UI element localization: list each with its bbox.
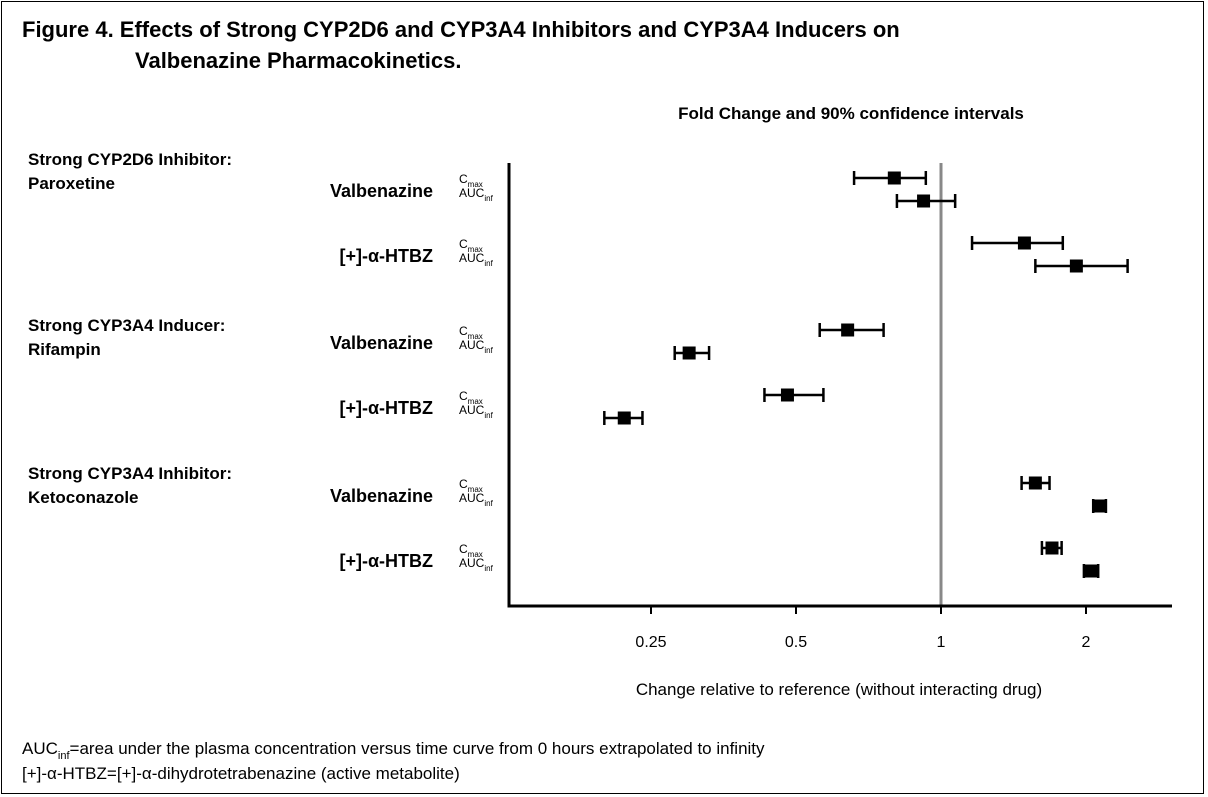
point-estimate-marker	[780, 388, 794, 402]
cmax-label: Cmax	[459, 172, 483, 189]
group-label-line1: Strong CYP2D6 Inhibitor:	[28, 150, 232, 169]
point-estimate-marker	[1045, 541, 1059, 555]
footnote-htbz-definition: =[+]-α-dihydrotetrabenazine (active meta…	[107, 764, 460, 783]
point-estimate-marker	[917, 194, 931, 208]
auc-label: AUCinf	[459, 338, 494, 355]
footnote-auc-abbr: AUC	[22, 739, 58, 758]
group-label-line2: Ketoconazole	[28, 488, 139, 507]
point-estimate-marker	[1017, 236, 1031, 250]
cmax-label: Cmax	[459, 324, 483, 341]
footnote-htbz-abbr: [+]-α-HTBZ	[22, 764, 107, 783]
cmax-ci	[1040, 541, 1063, 555]
point-estimate-marker	[841, 323, 855, 337]
footnote-htbz: [+]-α-HTBZ=[+]-α-dihydrotetrabenazine (a…	[22, 764, 460, 783]
footnote-auc-text: AUCinf=area under the plasma concentrati…	[22, 739, 765, 762]
cmax-ci	[1020, 476, 1051, 490]
cmax-ci	[970, 236, 1065, 250]
figure-title-line1: Figure 4. Effects of Strong CYP2D6 and C…	[22, 17, 900, 42]
analyte-labels: Valbenazine [+]-α-HTBZ Valbenazine [+]-α-HT…	[330, 181, 433, 571]
x-tick-label: 0.25	[635, 634, 666, 651]
x-axis-title: Change relative to reference (without in…	[636, 680, 1042, 699]
cmax-ci	[852, 171, 928, 185]
analyte-label: [+]-α-HTBZ	[339, 551, 433, 571]
analyte-label: Valbenazine	[330, 486, 433, 506]
x-tick-label: 0.5	[785, 634, 807, 651]
analyte-label: [+]-α-HTBZ	[339, 398, 433, 418]
cmax-ci	[763, 388, 825, 402]
group-label-line2: Paroxetine	[28, 174, 115, 193]
auc-label: AUCinf	[459, 251, 494, 268]
point-estimate-marker	[1093, 499, 1107, 513]
auc-ci	[1091, 499, 1108, 513]
x-tick-label: 2	[1082, 634, 1091, 651]
auc-label: AUCinf	[459, 403, 494, 420]
footnote-auc-definition: =area under the plasma concentration ver…	[70, 739, 765, 758]
data-marks	[603, 171, 1129, 578]
auc-label: AUCinf	[459, 186, 494, 203]
auc-ci	[1034, 259, 1129, 273]
footnote-htbz-text: [+]-α-HTBZ=[+]-α-dihydrotetrabenazine (a…	[22, 764, 460, 783]
cmax-ci	[818, 323, 885, 337]
auc-ci	[895, 194, 957, 208]
chart-subtitle: Fold Change and 90% confidence intervals	[678, 104, 1024, 123]
analyte-label: Valbenazine	[330, 181, 433, 201]
auc-ci	[603, 411, 644, 425]
point-estimate-marker	[617, 411, 631, 425]
group-labels: Strong CYP2D6 Inhibitor: Paroxetine Strong…	[28, 150, 232, 507]
param-labels: CmaxAUCinfCmaxAUCinfCmaxAUCinfCmaxAUCinf…	[459, 172, 494, 573]
analyte-label: Valbenazine	[330, 333, 433, 353]
group-label-line1: Strong CYP3A4 Inducer:	[28, 316, 225, 335]
analyte-label: [+]-α-HTBZ	[339, 246, 433, 266]
point-estimate-marker	[682, 346, 696, 360]
cmax-label: Cmax	[459, 389, 483, 406]
auc-ci	[673, 346, 711, 360]
cmax-label: Cmax	[459, 237, 483, 254]
footnote-auc: AUCinf=area under the plasma concentrati…	[22, 739, 765, 762]
figure-title-line2: Valbenazine Pharmacokinetics.	[135, 48, 461, 73]
cmax-label: Cmax	[459, 542, 483, 559]
auc-label: AUCinf	[459, 556, 494, 573]
x-tick-label: 1	[937, 634, 946, 651]
footnote-auc-abbr-sub: inf	[58, 750, 71, 762]
point-estimate-marker	[1028, 476, 1042, 490]
point-estimate-marker	[887, 171, 901, 185]
auc-ci	[1082, 564, 1100, 578]
x-axis-ticks: 0.25 0.5 1 2	[635, 606, 1091, 651]
group-label-line1: Strong CYP3A4 Inhibitor:	[28, 464, 232, 483]
cmax-label: Cmax	[459, 477, 483, 494]
auc-label: AUCinf	[459, 491, 494, 508]
point-estimate-marker	[1084, 564, 1098, 578]
point-estimate-marker	[1069, 259, 1083, 273]
group-label-line2: Rifampin	[28, 340, 101, 359]
